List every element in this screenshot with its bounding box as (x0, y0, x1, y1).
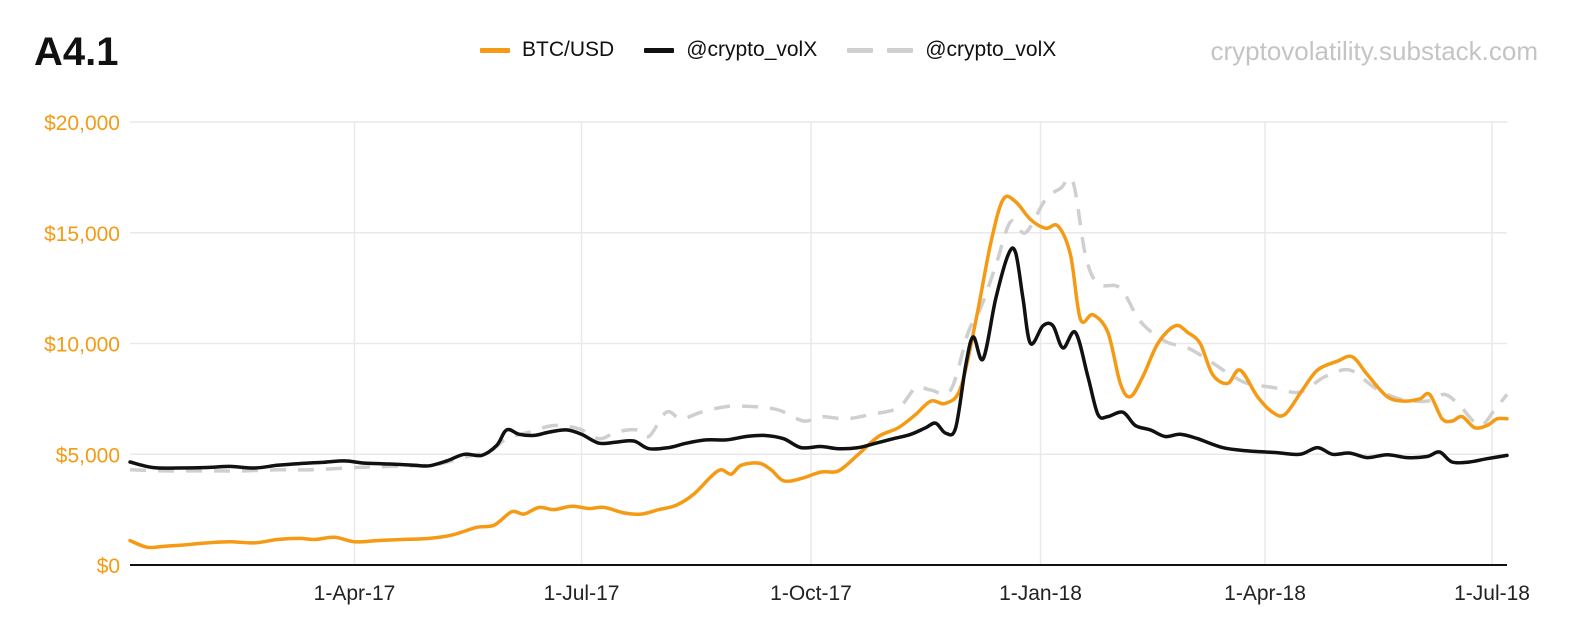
legend-swatch-btc-usd (480, 47, 510, 53)
legend-label-btc-usd: BTC/USD (522, 38, 615, 61)
legend-item-crypto-volx-dashed: @crypto_volX (847, 38, 1056, 62)
legend-label-crypto-volx-solid: @crypto_volX (686, 38, 818, 61)
x-tick-label: 1-Oct-17 (770, 582, 852, 605)
x-tick-label: 1-Apr-18 (1224, 582, 1306, 605)
series-layer (128, 175, 1509, 550)
grid-layer (130, 121, 1507, 565)
y-tick-label: $15,000 (44, 223, 120, 246)
x-tick-label: 1-Jul-17 (544, 582, 620, 605)
series-line-btc-usd (128, 194, 1509, 550)
legend-swatch-crypto-volx-dashed (847, 47, 914, 53)
legend-item-btc-usd: BTC/USD (480, 38, 614, 62)
legend-item-crypto-volx-solid: @crypto_volX (644, 38, 817, 62)
x-tick-label: 1-Jul-18 (1454, 582, 1530, 605)
y-tick-label: $10,000 (44, 334, 120, 357)
legend-label-crypto-volx-dashed: @crypto_volX (925, 38, 1057, 61)
y-tick-label: $5,000 (56, 444, 120, 467)
chart-title: A4.1 (34, 30, 119, 74)
tick-layer: $0 $5,000 $10,000 $15,000 $20,000 1-Apr-17 1-J… (44, 112, 1530, 605)
y-tick-label: $0 (97, 555, 120, 578)
x-tick-label: 1-Jan-18 (999, 582, 1082, 605)
x-tick-label: 1-Apr-17 (314, 582, 396, 605)
series-line-crypto-volx-dashed (129, 175, 1509, 473)
source-label: cryptovolatility.substack.com (1210, 36, 1538, 66)
y-tick-label: $20,000 (44, 112, 120, 135)
chart-legend: BTC/USD @crypto_volX @crypto_volX (480, 38, 1086, 62)
series-line-crypto-volx-solid (128, 246, 1509, 470)
legend-swatch-crypto-volx-solid (644, 47, 675, 53)
